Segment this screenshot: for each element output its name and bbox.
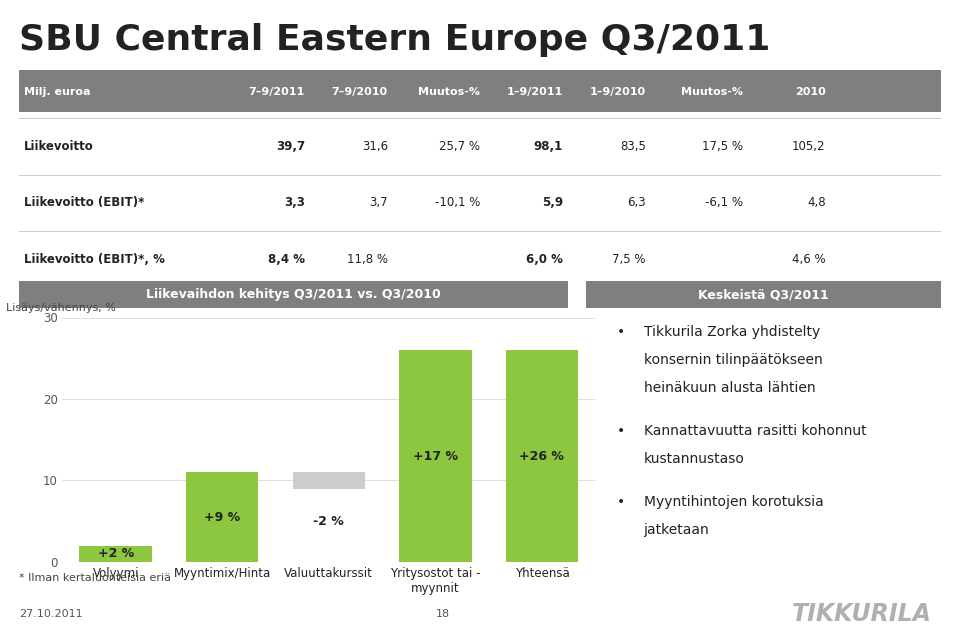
- Text: jatketaan: jatketaan: [644, 523, 709, 537]
- Text: Keskeistä Q3/2011: Keskeistä Q3/2011: [698, 288, 828, 301]
- Text: 4,8: 4,8: [807, 196, 826, 210]
- Text: 39,7: 39,7: [276, 140, 305, 153]
- Text: 2010: 2010: [795, 87, 826, 97]
- Text: SBU Central Eastern Europe Q3/2011: SBU Central Eastern Europe Q3/2011: [19, 22, 771, 57]
- Text: 11,8 %: 11,8 %: [347, 253, 388, 266]
- Text: 25,7 %: 25,7 %: [439, 140, 480, 153]
- Bar: [399, 350, 471, 562]
- Text: TIKKURILA: TIKKURILA: [792, 603, 931, 626]
- Text: -10,1 %: -10,1 %: [435, 196, 480, 210]
- Text: 6,0 %: 6,0 %: [526, 253, 563, 266]
- Text: * Ilman kertaluonteisia eriä: * Ilman kertaluonteisia eriä: [19, 573, 171, 584]
- Text: 6,3: 6,3: [627, 196, 646, 210]
- Text: +9 %: +9 %: [204, 511, 240, 524]
- Text: Milj. euroa: Milj. euroa: [24, 87, 90, 97]
- Text: •: •: [616, 325, 625, 339]
- Text: kustannustaso: kustannustaso: [644, 452, 745, 466]
- Text: Liikevaihdon kehitys Q3/2011 vs. Q3/2010: Liikevaihdon kehitys Q3/2011 vs. Q3/2010: [146, 288, 441, 301]
- Text: 83,5: 83,5: [620, 140, 646, 153]
- Text: Muutos-%: Muutos-%: [681, 87, 743, 97]
- Text: 8,4 %: 8,4 %: [268, 253, 305, 266]
- Bar: [293, 472, 365, 489]
- Text: -2 %: -2 %: [313, 515, 345, 528]
- Text: Muutos-%: Muutos-%: [418, 87, 480, 97]
- Text: 7,5 %: 7,5 %: [612, 253, 646, 266]
- Text: +2 %: +2 %: [98, 547, 133, 560]
- Text: •: •: [616, 424, 625, 438]
- Text: konsernin tilinpäätökseen: konsernin tilinpäätökseen: [644, 353, 823, 367]
- Text: Liikevoitto: Liikevoitto: [24, 140, 93, 153]
- Text: 5,9: 5,9: [541, 196, 563, 210]
- Bar: [293, 489, 365, 562]
- Text: 7–9/2010: 7–9/2010: [332, 87, 388, 97]
- Bar: [586, 281, 941, 308]
- Text: heinäkuun alusta lähtien: heinäkuun alusta lähtien: [644, 381, 815, 395]
- Text: Kannattavuutta rasitti kohonnut: Kannattavuutta rasitti kohonnut: [644, 424, 866, 438]
- Text: +17 %: +17 %: [413, 450, 458, 462]
- Text: 3,7: 3,7: [370, 196, 388, 210]
- Bar: [186, 472, 258, 562]
- Text: -6,1 %: -6,1 %: [705, 196, 743, 210]
- Bar: [19, 70, 941, 112]
- Text: Liikevoitto (EBIT)*: Liikevoitto (EBIT)*: [24, 196, 144, 210]
- Text: 98,1: 98,1: [534, 140, 563, 153]
- Text: 18: 18: [436, 610, 450, 619]
- Text: 31,6: 31,6: [362, 140, 388, 153]
- Text: 7–9/2011: 7–9/2011: [249, 87, 305, 97]
- Text: Lisäys/vähennys, %: Lisäys/vähennys, %: [7, 303, 116, 313]
- Bar: [506, 350, 578, 562]
- Text: 105,2: 105,2: [792, 140, 826, 153]
- Text: +26 %: +26 %: [519, 450, 564, 462]
- Text: 1–9/2011: 1–9/2011: [507, 87, 563, 97]
- Text: 17,5 %: 17,5 %: [702, 140, 743, 153]
- Text: •: •: [616, 495, 625, 509]
- Text: 3,3: 3,3: [284, 196, 305, 210]
- Bar: [19, 281, 567, 308]
- Text: Tikkurila Zorka yhdistelty: Tikkurila Zorka yhdistelty: [644, 325, 820, 339]
- Text: 4,6 %: 4,6 %: [792, 253, 826, 266]
- Text: Myyntihintojen korotuksia: Myyntihintojen korotuksia: [644, 495, 824, 509]
- Text: Liikevoitto (EBIT)*, %: Liikevoitto (EBIT)*, %: [24, 253, 165, 266]
- Text: 27.10.2011: 27.10.2011: [19, 610, 83, 619]
- Text: 1–9/2010: 1–9/2010: [589, 87, 646, 97]
- Bar: [80, 545, 152, 562]
